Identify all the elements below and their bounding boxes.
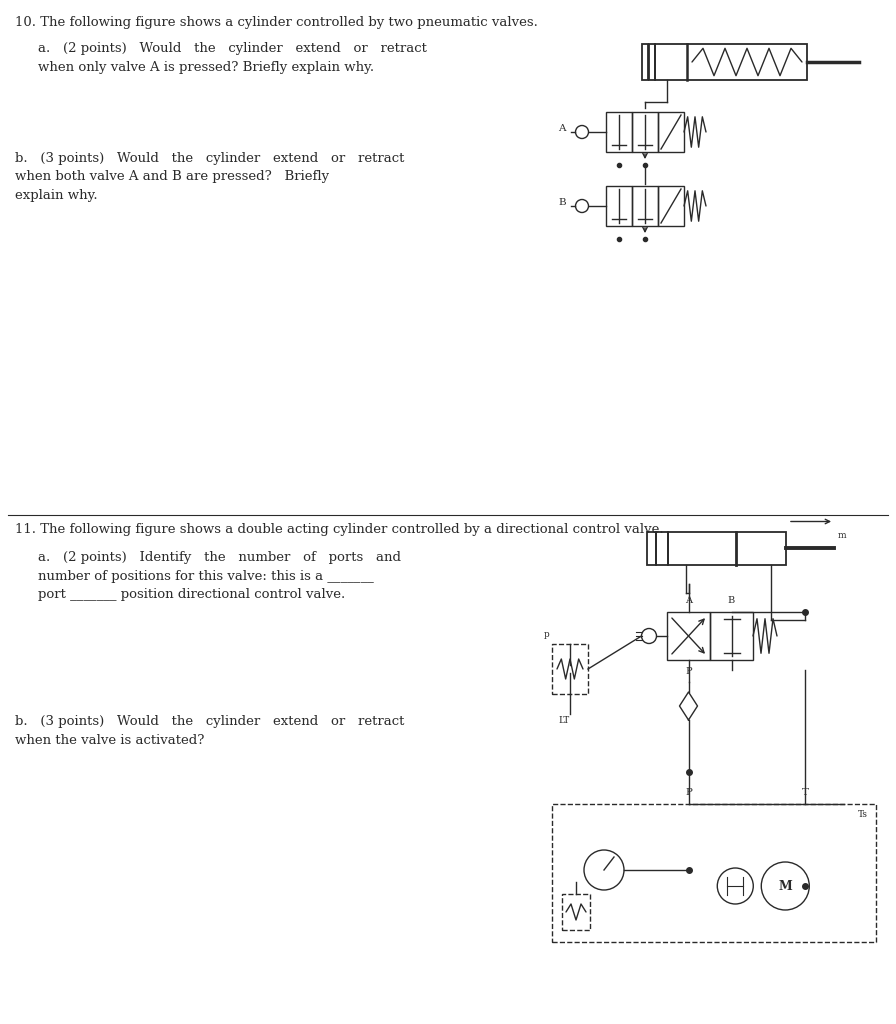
- Bar: [552, 804, 876, 942]
- Bar: [658, 186, 684, 226]
- Text: a.   (2 points)   Would   the   cylinder   extend   or   retract
when only valve: a. (2 points) Would the cylinder extend …: [38, 42, 426, 74]
- Text: P: P: [685, 667, 692, 676]
- Text: A: A: [558, 124, 565, 132]
- Bar: [632, 186, 658, 226]
- Bar: [655, 44, 807, 80]
- Bar: [658, 112, 684, 152]
- Bar: [667, 612, 710, 660]
- Text: Ts: Ts: [858, 810, 868, 819]
- Text: p: p: [544, 630, 550, 639]
- Text: LT: LT: [558, 716, 569, 725]
- Bar: [606, 112, 632, 152]
- Bar: [668, 531, 786, 564]
- Bar: [649, 44, 655, 80]
- Bar: [632, 112, 658, 152]
- Text: 10. The following figure shows a cylinder controlled by two pneumatic valves.: 10. The following figure shows a cylinde…: [15, 16, 538, 29]
- Text: P: P: [685, 788, 692, 797]
- Text: 11. The following figure shows a double acting cylinder controlled by a directio: 11. The following figure shows a double …: [15, 523, 664, 537]
- Text: T: T: [802, 788, 808, 797]
- Bar: [642, 44, 648, 80]
- Text: M: M: [779, 880, 792, 893]
- Bar: [552, 644, 588, 694]
- Text: A: A: [685, 596, 692, 605]
- Bar: [606, 186, 632, 226]
- Text: a.   (2 points)   Identify   the   number   of   ports   and
number of positions: a. (2 points) Identify the number of por…: [38, 551, 401, 601]
- Text: B: B: [558, 198, 565, 207]
- Bar: [656, 531, 668, 564]
- Bar: [647, 531, 656, 564]
- Text: m: m: [838, 530, 847, 540]
- Text: b.   (3 points)   Would   the   cylinder   extend   or   retract
when both valve: b. (3 points) Would the cylinder extend …: [15, 152, 404, 202]
- Text: b.   (3 points)   Would   the   cylinder   extend   or   retract
when the valve : b. (3 points) Would the cylinder extend …: [15, 715, 404, 746]
- Bar: [562, 894, 590, 930]
- Text: B: B: [728, 596, 735, 605]
- Bar: [710, 612, 753, 660]
